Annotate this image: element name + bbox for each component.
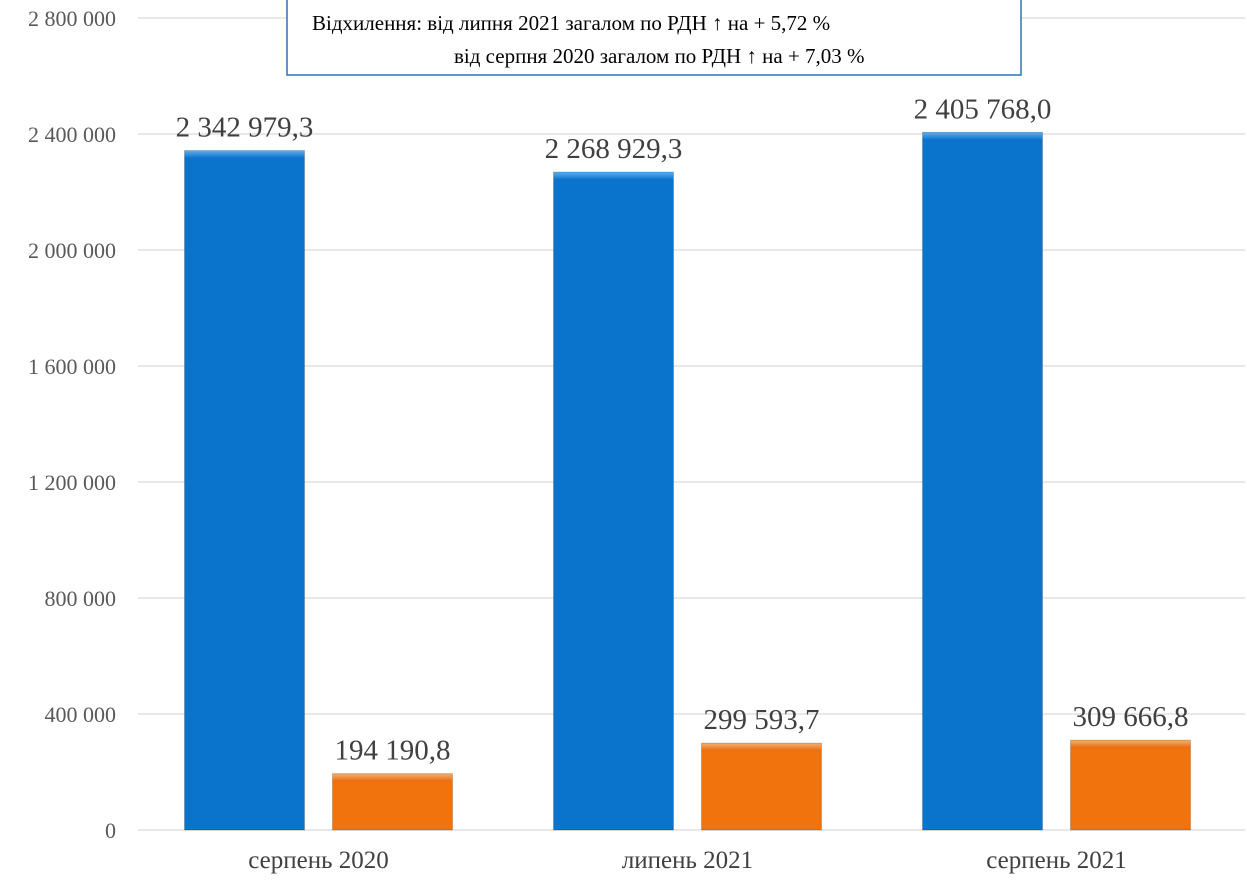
- bar-highlight: [553, 172, 674, 181]
- x-category-label: липень 2021: [622, 847, 753, 874]
- data-label: 299 593,7: [704, 704, 820, 736]
- bar: [701, 743, 822, 830]
- bar-highlight: [1070, 740, 1191, 749]
- y-tick-label: 0: [105, 818, 116, 843]
- data-label: 2 405 768,0: [914, 93, 1052, 125]
- annotation-box: Відхилення: від липня 2021 загалом по РД…: [286, 0, 1022, 76]
- bar-highlight: [701, 743, 822, 752]
- bar-series-1: [184, 150, 305, 831]
- bar: [922, 132, 1043, 831]
- y-tick-label: 2 000 000: [28, 238, 116, 263]
- bar-outline: [332, 773, 453, 831]
- bar-outline: [184, 150, 305, 831]
- gridlines: [138, 17, 1245, 831]
- annotation-line-1: Відхилення: від липня 2021 загалом по РД…: [312, 11, 830, 35]
- bars: [184, 131, 1191, 831]
- data-label: 2 268 929,3: [545, 133, 683, 165]
- bar-outline: [553, 171, 674, 831]
- data-label: 194 190,8: [335, 735, 451, 767]
- y-tick-label: 800 000: [45, 586, 117, 611]
- x-category-label: серпень 2020: [248, 847, 389, 874]
- bar: [184, 150, 305, 830]
- x-category-label: серпень 2021: [986, 847, 1127, 874]
- y-axis-ticks: 0 400 000 800 000 1 200 000 1 600 000 2 000 0…: [28, 6, 116, 843]
- y-tick-label: 1 600 000: [28, 354, 116, 379]
- bar-series-2: [701, 742, 822, 831]
- bar-series-2: [1070, 739, 1191, 831]
- bar-highlight: [922, 132, 1043, 141]
- bar-series-1: [553, 171, 674, 831]
- y-tick-label: 400 000: [45, 702, 117, 727]
- annotation-border: [286, 0, 1022, 76]
- bar-series-1: [922, 131, 1043, 831]
- bar-highlight: [184, 150, 305, 159]
- bar-outline: [1070, 739, 1191, 831]
- y-tick-label: 1 200 000: [28, 470, 116, 495]
- bar-outline: [922, 131, 1043, 831]
- bar-series-2: [332, 773, 453, 831]
- y-tick-label: 2 800 000: [28, 6, 116, 31]
- annotation-line-2: від серпня 2020 загалом по РДН ↑ на + 7,…: [454, 44, 865, 68]
- data-labels: 2 342 979,3 194 190,8 2 268 929,3 299 593,7…: [176, 93, 1189, 766]
- bar: [553, 172, 674, 830]
- bar-outline: [701, 742, 822, 831]
- x-axis-categories: серпень 2020 липень 2021 серпень 2021: [248, 847, 1127, 874]
- bar: [332, 773, 453, 830]
- y-tick-label: 2 400 000: [28, 122, 116, 147]
- bar: [1070, 740, 1191, 830]
- data-label: 309 666,8: [1073, 701, 1189, 733]
- data-label: 2 342 979,3: [176, 112, 314, 144]
- bar-highlight: [332, 773, 453, 782]
